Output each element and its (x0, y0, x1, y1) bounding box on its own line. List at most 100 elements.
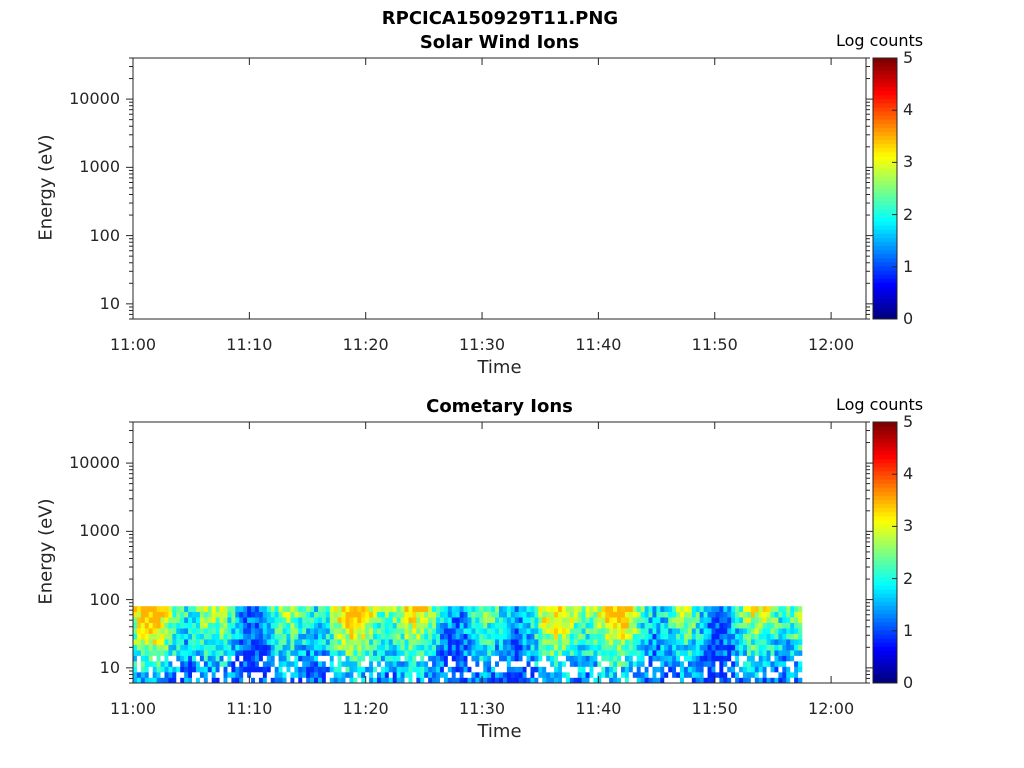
heatmap-cell (510, 661, 516, 667)
heatmap-cell (739, 611, 744, 618)
heatmap-cell (565, 606, 571, 613)
heatmap-cell (644, 655, 649, 662)
heatmap-cell (723, 633, 728, 640)
heatmap-cell (207, 606, 213, 613)
heatmap-cell (735, 661, 740, 667)
heatmap-cell (593, 633, 598, 640)
heatmap-cell (573, 639, 578, 645)
heatmap-cell (455, 666, 460, 673)
heatmap-cell (156, 666, 161, 673)
heatmap-cell (203, 639, 209, 645)
heatmap-cell (601, 677, 606, 684)
heatmap-cell (345, 622, 350, 629)
heatmap-cell (420, 644, 425, 651)
heatmap-cell (235, 644, 240, 651)
heatmap-cell (160, 677, 165, 684)
heatmap-cell (514, 606, 519, 613)
heatmap-cell (727, 633, 732, 640)
heatmap-cell (526, 606, 531, 613)
heatmap-cell (180, 644, 185, 651)
heatmap-cell (778, 677, 783, 684)
heatmap-cell (317, 655, 323, 662)
heatmap-cell (632, 661, 638, 667)
heatmap-cell (565, 655, 571, 662)
heatmap-cell (215, 666, 220, 673)
heatmap-cell (561, 639, 567, 645)
heatmap-cell (455, 672, 460, 678)
heatmap-cell (207, 672, 213, 678)
heatmap-cell (758, 617, 763, 623)
heatmap-cell (668, 617, 673, 623)
heatmap-cell (231, 628, 236, 634)
heatmap-cell (310, 666, 315, 673)
heatmap-cell (258, 639, 264, 645)
heatmap-cell (380, 672, 386, 678)
heatmap-cell (597, 606, 602, 613)
heatmap-cell (408, 644, 413, 651)
heatmap-cell (664, 650, 669, 656)
heatmap-cell (475, 617, 480, 623)
heatmap-cell (510, 644, 516, 651)
heatmap-cell (636, 672, 641, 678)
heatmap-cell (471, 666, 476, 673)
heatmap-cell (683, 639, 689, 645)
heatmap-cell (172, 639, 177, 645)
heatmap-cell (518, 666, 523, 673)
heatmap-cell (455, 606, 460, 613)
colorbar-segment (873, 123, 897, 128)
heatmap-cell (687, 677, 693, 684)
heatmap-cell (546, 622, 551, 629)
heatmap-cell (376, 655, 382, 662)
heatmap-cell (589, 644, 594, 651)
heatmap-cell (699, 622, 704, 629)
heatmap-cell (471, 617, 476, 623)
x-tick-label: 11:20 (342, 699, 389, 718)
heatmap-cell (203, 666, 209, 673)
heatmap-cell (156, 622, 161, 629)
heatmap-cell (459, 633, 464, 640)
heatmap-cell (192, 617, 197, 623)
heatmap-cell (613, 666, 618, 673)
heatmap-cell (664, 655, 669, 662)
heatmap-cell (148, 672, 153, 678)
heatmap-cell (739, 677, 744, 684)
heatmap-cell (601, 672, 606, 678)
heatmap-cell (160, 672, 165, 678)
heatmap-cell (388, 644, 394, 651)
heatmap-cell (742, 666, 748, 673)
heatmap-cell (290, 628, 295, 634)
heatmap-cell (345, 677, 350, 684)
heatmap-cell (459, 644, 464, 651)
heatmap-cell (306, 644, 311, 651)
heatmap-cell (172, 650, 177, 656)
heatmap-cell (676, 628, 681, 634)
heatmap-cell (254, 611, 260, 618)
heatmap-cell (514, 644, 519, 651)
heatmap-cell (530, 639, 535, 645)
heatmap-cell (133, 611, 138, 618)
heatmap-cell (357, 639, 362, 645)
heatmap-cell (467, 672, 472, 678)
heatmap-cell (329, 617, 335, 623)
heatmap-cell (392, 650, 397, 656)
heatmap-cell (605, 628, 610, 634)
heatmap-cell (695, 655, 700, 662)
heatmap-cell (286, 611, 291, 618)
heatmap-cell (660, 633, 665, 640)
heatmap-cell (782, 650, 787, 656)
heatmap-cell (459, 617, 464, 623)
heatmap-cell (443, 633, 449, 640)
heatmap-cell (439, 677, 445, 684)
heatmap-cell (270, 672, 275, 678)
heatmap-cell (648, 611, 653, 618)
heatmap-cell (585, 644, 590, 651)
heatmap-cell (172, 617, 177, 623)
colorbar-segment (873, 229, 897, 234)
heatmap-cell (672, 622, 677, 629)
heatmap-cell (180, 611, 185, 618)
heatmap-cell (510, 677, 516, 684)
x-tick-label: 11:20 (342, 335, 389, 354)
heatmap-cell (577, 622, 582, 629)
heatmap-cell (471, 611, 476, 618)
heatmap-cell (715, 622, 720, 629)
